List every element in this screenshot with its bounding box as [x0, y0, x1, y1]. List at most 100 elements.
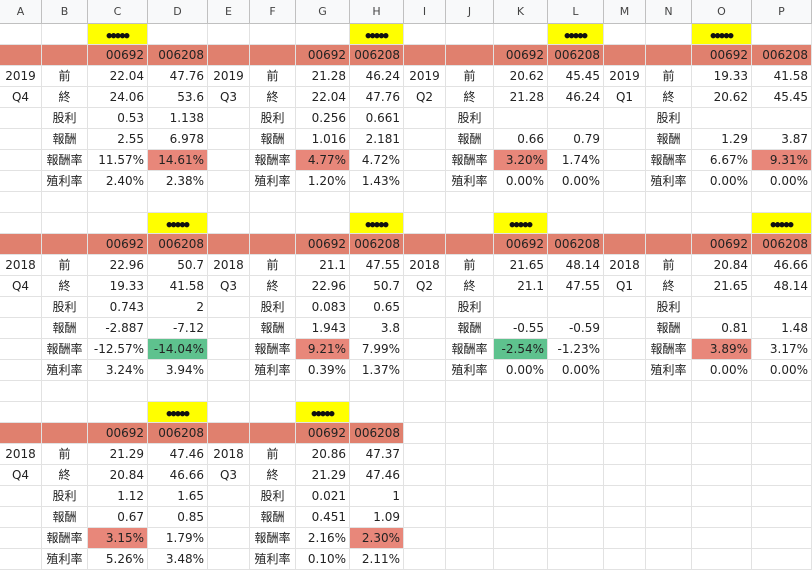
- cell-i23[interactable]: [404, 486, 446, 507]
- cell-m7[interactable]: [604, 150, 646, 171]
- cell-k3[interactable]: 20.62: [494, 66, 548, 87]
- cell-c10[interactable]: [88, 213, 148, 234]
- cell-c9[interactable]: [88, 192, 148, 213]
- cell-n17[interactable]: 殖利率: [646, 360, 692, 381]
- cell-a3[interactable]: 2019: [0, 66, 42, 87]
- cell-a15[interactable]: [0, 318, 42, 339]
- cell-g20[interactable]: 00692: [296, 423, 350, 444]
- cell-g10[interactable]: [296, 213, 350, 234]
- cell-n14[interactable]: 股利: [646, 297, 692, 318]
- column-header-o[interactable]: O: [692, 0, 752, 24]
- cell-o7[interactable]: 6.67%: [692, 150, 752, 171]
- cell-b4[interactable]: 終: [42, 87, 88, 108]
- cell-f3[interactable]: 前: [250, 66, 296, 87]
- cell-e23[interactable]: [208, 486, 250, 507]
- cell-k22[interactable]: [494, 465, 548, 486]
- cell-i11[interactable]: [404, 234, 446, 255]
- column-header-f[interactable]: F: [250, 0, 296, 24]
- cell-j1[interactable]: [446, 24, 494, 45]
- cell-p2[interactable]: 006208: [752, 45, 812, 66]
- cell-b24[interactable]: 報酬: [42, 507, 88, 528]
- cell-i12[interactable]: 2018: [404, 255, 446, 276]
- cell-a17[interactable]: [0, 360, 42, 381]
- cell-n25[interactable]: [646, 528, 692, 549]
- cell-j4[interactable]: 終: [446, 87, 494, 108]
- cell-e15[interactable]: [208, 318, 250, 339]
- cell-d17[interactable]: 3.94%: [148, 360, 208, 381]
- cell-e10[interactable]: [208, 213, 250, 234]
- cell-a16[interactable]: [0, 339, 42, 360]
- cell-g8[interactable]: 1.20%: [296, 171, 350, 192]
- cell-h1[interactable]: ●●●●●: [350, 24, 404, 45]
- cell-b14[interactable]: 股利: [42, 297, 88, 318]
- cell-n11[interactable]: [646, 234, 692, 255]
- cell-o11[interactable]: 00692: [692, 234, 752, 255]
- cell-c19[interactable]: [88, 402, 148, 423]
- cell-m9[interactable]: [604, 192, 646, 213]
- cell-n26[interactable]: [646, 549, 692, 570]
- cell-e24[interactable]: [208, 507, 250, 528]
- cell-i3[interactable]: 2019: [404, 66, 446, 87]
- cell-n13[interactable]: 終: [646, 276, 692, 297]
- cell-o4[interactable]: 20.62: [692, 87, 752, 108]
- cell-n22[interactable]: [646, 465, 692, 486]
- cell-h9[interactable]: [350, 192, 404, 213]
- cell-i19[interactable]: [404, 402, 446, 423]
- cell-h16[interactable]: 7.99%: [350, 339, 404, 360]
- cell-g19[interactable]: ●●●●●: [296, 402, 350, 423]
- column-header-e[interactable]: E: [208, 0, 250, 24]
- cell-f21[interactable]: 前: [250, 444, 296, 465]
- cell-f2[interactable]: [250, 45, 296, 66]
- cell-n10[interactable]: [646, 213, 692, 234]
- cell-a24[interactable]: [0, 507, 42, 528]
- cell-e22[interactable]: Q3: [208, 465, 250, 486]
- cell-j6[interactable]: 報酬: [446, 129, 494, 150]
- cell-p17[interactable]: 0.00%: [752, 360, 812, 381]
- cell-l17[interactable]: 0.00%: [548, 360, 604, 381]
- cell-k5[interactable]: [494, 108, 548, 129]
- cell-b2[interactable]: [42, 45, 88, 66]
- cell-f13[interactable]: 終: [250, 276, 296, 297]
- cell-m15[interactable]: [604, 318, 646, 339]
- cell-h12[interactable]: 47.55: [350, 255, 404, 276]
- cell-o17[interactable]: 0.00%: [692, 360, 752, 381]
- cell-m10[interactable]: [604, 213, 646, 234]
- column-header-g[interactable]: G: [296, 0, 350, 24]
- cell-b16[interactable]: 報酬率: [42, 339, 88, 360]
- cell-p15[interactable]: 1.48: [752, 318, 812, 339]
- cell-f17[interactable]: 殖利率: [250, 360, 296, 381]
- cell-j25[interactable]: [446, 528, 494, 549]
- cell-b18[interactable]: [42, 381, 88, 402]
- cell-e16[interactable]: [208, 339, 250, 360]
- cell-m4[interactable]: Q1: [604, 87, 646, 108]
- cell-j18[interactable]: [446, 381, 494, 402]
- cell-c13[interactable]: 19.33: [88, 276, 148, 297]
- cell-l1[interactable]: ●●●●●: [548, 24, 604, 45]
- cell-d2[interactable]: 006208: [148, 45, 208, 66]
- cell-a7[interactable]: [0, 150, 42, 171]
- cell-o20[interactable]: [692, 423, 752, 444]
- cell-e8[interactable]: [208, 171, 250, 192]
- cell-a22[interactable]: Q4: [0, 465, 42, 486]
- cell-f11[interactable]: [250, 234, 296, 255]
- cell-m23[interactable]: [604, 486, 646, 507]
- cell-m13[interactable]: Q1: [604, 276, 646, 297]
- cell-j22[interactable]: [446, 465, 494, 486]
- cell-a5[interactable]: [0, 108, 42, 129]
- cell-d11[interactable]: 006208: [148, 234, 208, 255]
- cell-f15[interactable]: 報酬: [250, 318, 296, 339]
- cell-g5[interactable]: 0.256: [296, 108, 350, 129]
- cell-i22[interactable]: [404, 465, 446, 486]
- cell-b17[interactable]: 殖利率: [42, 360, 88, 381]
- cell-i7[interactable]: [404, 150, 446, 171]
- cell-g1[interactable]: [296, 24, 350, 45]
- cell-n9[interactable]: [646, 192, 692, 213]
- cell-d16[interactable]: -14.04%: [148, 339, 208, 360]
- cell-o1[interactable]: ●●●●●: [692, 24, 752, 45]
- cell-h23[interactable]: 1: [350, 486, 404, 507]
- cell-f14[interactable]: 股利: [250, 297, 296, 318]
- cell-f7[interactable]: 報酬率: [250, 150, 296, 171]
- cell-b1[interactable]: [42, 24, 88, 45]
- cell-c21[interactable]: 21.29: [88, 444, 148, 465]
- cell-k6[interactable]: 0.66: [494, 129, 548, 150]
